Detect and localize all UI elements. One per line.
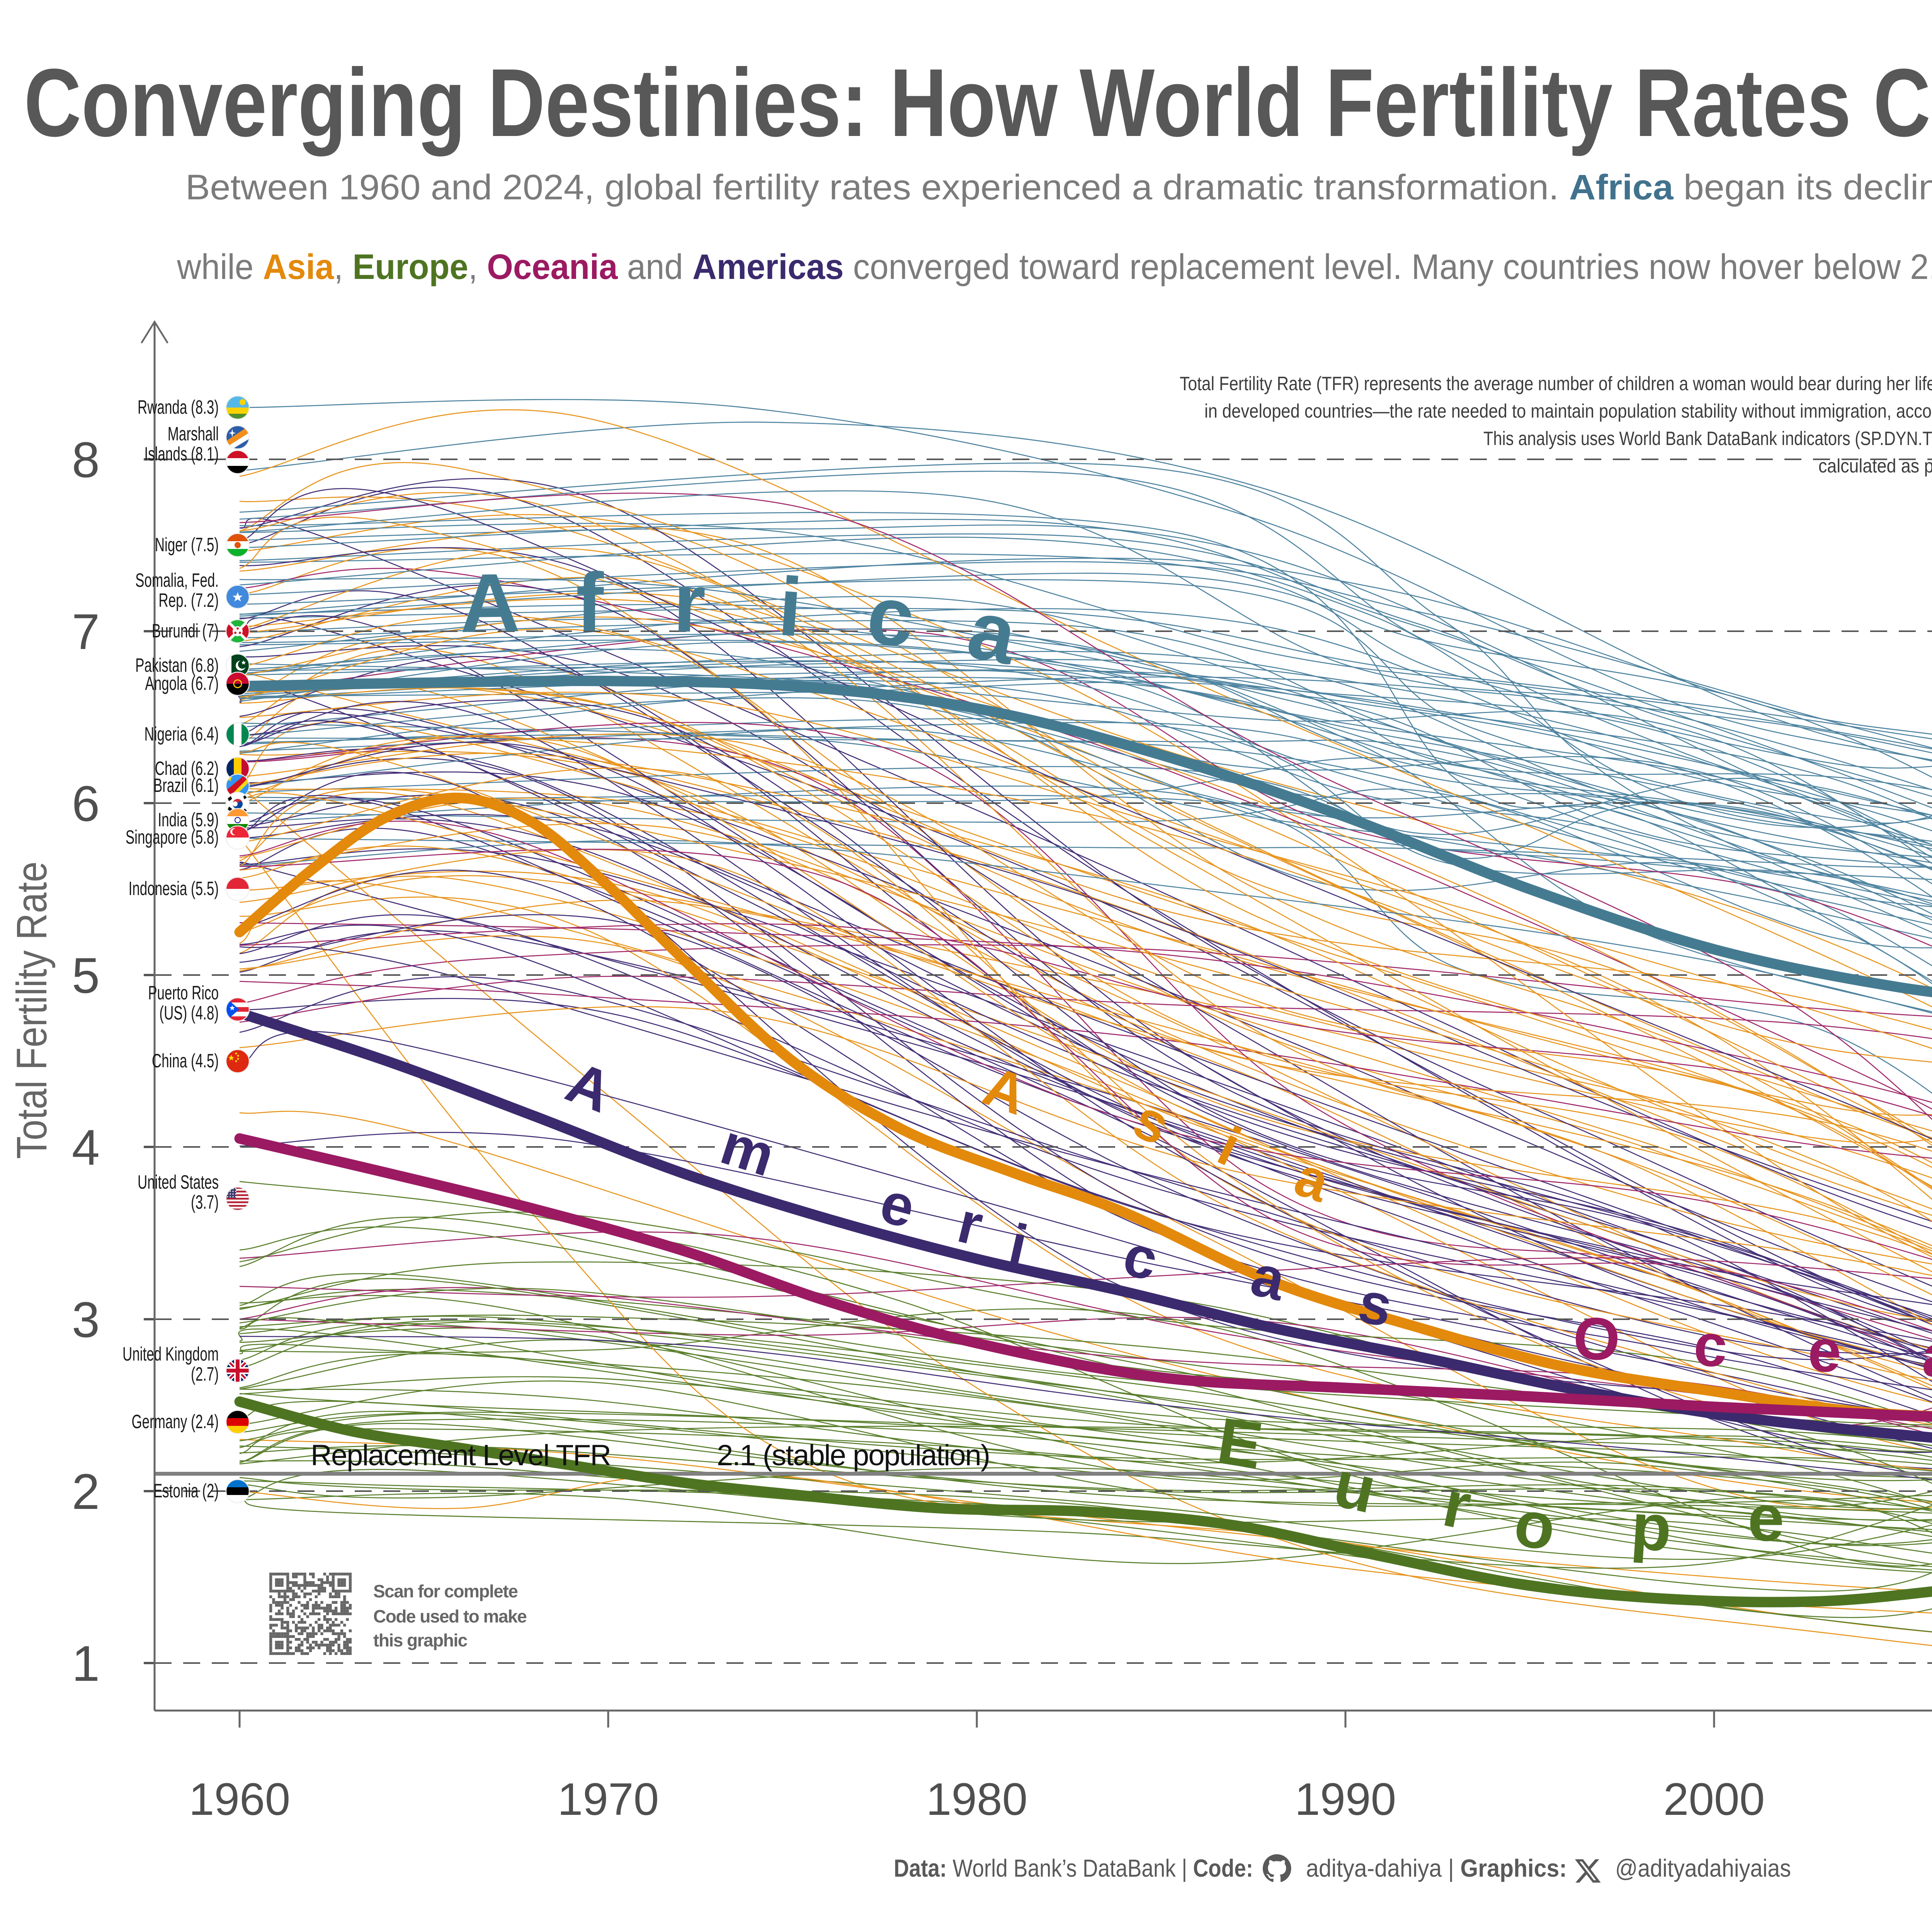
svg-text:United Kingdom: United Kingdom bbox=[122, 1344, 219, 1365]
svg-text:3: 3 bbox=[72, 1291, 100, 1348]
svg-text:1990: 1990 bbox=[1295, 1774, 1396, 1825]
svg-text:Between 1960 and 2024, global: Between 1960 and 2024, global fertility … bbox=[185, 168, 1932, 207]
svg-text:Estonia (2): Estonia (2) bbox=[153, 1480, 219, 1502]
svg-text:5: 5 bbox=[72, 947, 100, 1004]
svg-text:China (4.5): China (4.5) bbox=[152, 1050, 219, 1072]
svg-text:p: p bbox=[1629, 1490, 1674, 1565]
svg-text:Niger (7.5): Niger (7.5) bbox=[155, 534, 219, 556]
svg-text:This analysis uses World Bank: This analysis uses World Bank DataBank i… bbox=[1483, 428, 1932, 449]
svg-text:1970: 1970 bbox=[558, 1774, 659, 1825]
svg-text:e: e bbox=[1748, 1481, 1785, 1555]
svg-text:aditya-dahiya | Graphics:: aditya-dahiya | Graphics: bbox=[1306, 1854, 1567, 1882]
svg-text:Replacement Level TFR: Replacement Level TFR bbox=[311, 1439, 611, 1472]
svg-text:e: e bbox=[1806, 1317, 1843, 1385]
svg-text:2: 2 bbox=[72, 1463, 100, 1520]
svg-text:8: 8 bbox=[72, 432, 100, 488]
svg-text:O: O bbox=[1571, 1304, 1622, 1374]
svg-text:(3.7): (3.7) bbox=[191, 1192, 219, 1213]
svg-text:this graphic: this graphic bbox=[373, 1630, 468, 1650]
svg-text:r: r bbox=[672, 556, 706, 649]
svg-text:(US) (4.8): (US) (4.8) bbox=[159, 1002, 219, 1024]
svg-text:in developed countries—the rat: in developed countries—the rate needed t… bbox=[1204, 400, 1932, 422]
svg-text:a: a bbox=[1921, 1322, 1932, 1390]
svg-text:Puerto Rico: Puerto Rico bbox=[148, 982, 219, 1004]
svg-text:Chad (6.2): Chad (6.2) bbox=[155, 758, 219, 780]
svg-text:Indonesia (5.5): Indonesia (5.5) bbox=[129, 878, 219, 900]
svg-text:c: c bbox=[1692, 1311, 1729, 1379]
svg-text:2.1 (stable population): 2.1 (stable population) bbox=[717, 1439, 990, 1472]
svg-text:Total Fertility Rate: Total Fertility Rate bbox=[8, 861, 56, 1159]
svg-text:Singapore (5.8): Singapore (5.8) bbox=[126, 827, 219, 848]
svg-text:while Asia, Europe, Oceania an: while Asia, Europe, Oceania and Americas… bbox=[177, 247, 1932, 287]
svg-text:1980: 1980 bbox=[926, 1774, 1028, 1825]
svg-text:Scan for complete: Scan for complete bbox=[373, 1581, 518, 1601]
svg-text:4: 4 bbox=[72, 1119, 100, 1176]
svg-text:Marshall: Marshall bbox=[168, 423, 219, 445]
svg-text:calculated as population-weigh: calculated as population-weighted means,… bbox=[1818, 455, 1932, 477]
svg-text:2000: 2000 bbox=[1663, 1774, 1765, 1825]
svg-text:Brazil (6.1): Brazil (6.1) bbox=[153, 775, 219, 797]
svg-text:f: f bbox=[576, 556, 604, 649]
svg-text:Data: World Bank’s DataBank |: Data: World Bank’s DataBank | Code: bbox=[894, 1854, 1253, 1882]
svg-text:Islands (8.1): Islands (8.1) bbox=[144, 443, 219, 465]
svg-text:Converging Destinies: How Worl: Converging Destinies: How World Fertilit… bbox=[24, 49, 1932, 156]
svg-text:Germany (2.4): Germany (2.4) bbox=[131, 1411, 219, 1433]
svg-text:6: 6 bbox=[72, 775, 100, 832]
svg-text:Angola (6.7): Angola (6.7) bbox=[145, 673, 219, 695]
svg-text:Total Fertility Rate (TFR) rep: Total Fertility Rate (TFR) represents th… bbox=[1180, 373, 1932, 394]
svg-text:Rwanda (8.3): Rwanda (8.3) bbox=[138, 397, 219, 418]
svg-text:Code used to make: Code used to make bbox=[373, 1606, 527, 1626]
svg-text:Pakistan (6.8): Pakistan (6.8) bbox=[135, 655, 219, 676]
svg-text:Burundi (7): Burundi (7) bbox=[152, 620, 219, 642]
svg-text:United States: United States bbox=[138, 1172, 219, 1193]
svg-text:Rep. (7.2): Rep. (7.2) bbox=[158, 590, 219, 612]
svg-text:7: 7 bbox=[72, 603, 100, 660]
svg-text:Nigeria (6.4): Nigeria (6.4) bbox=[145, 724, 219, 745]
svg-text:India (5.9): India (5.9) bbox=[158, 809, 219, 831]
svg-text:@adityadahiyaias: @adityadahiyaias bbox=[1615, 1854, 1791, 1882]
svg-text:Somalia, Fed.: Somalia, Fed. bbox=[135, 570, 219, 591]
svg-text:(2.7): (2.7) bbox=[191, 1364, 219, 1385]
svg-text:1: 1 bbox=[72, 1635, 100, 1692]
svg-text:A: A bbox=[459, 556, 520, 650]
svg-text:1960: 1960 bbox=[189, 1774, 291, 1825]
svg-text:c: c bbox=[862, 567, 919, 665]
